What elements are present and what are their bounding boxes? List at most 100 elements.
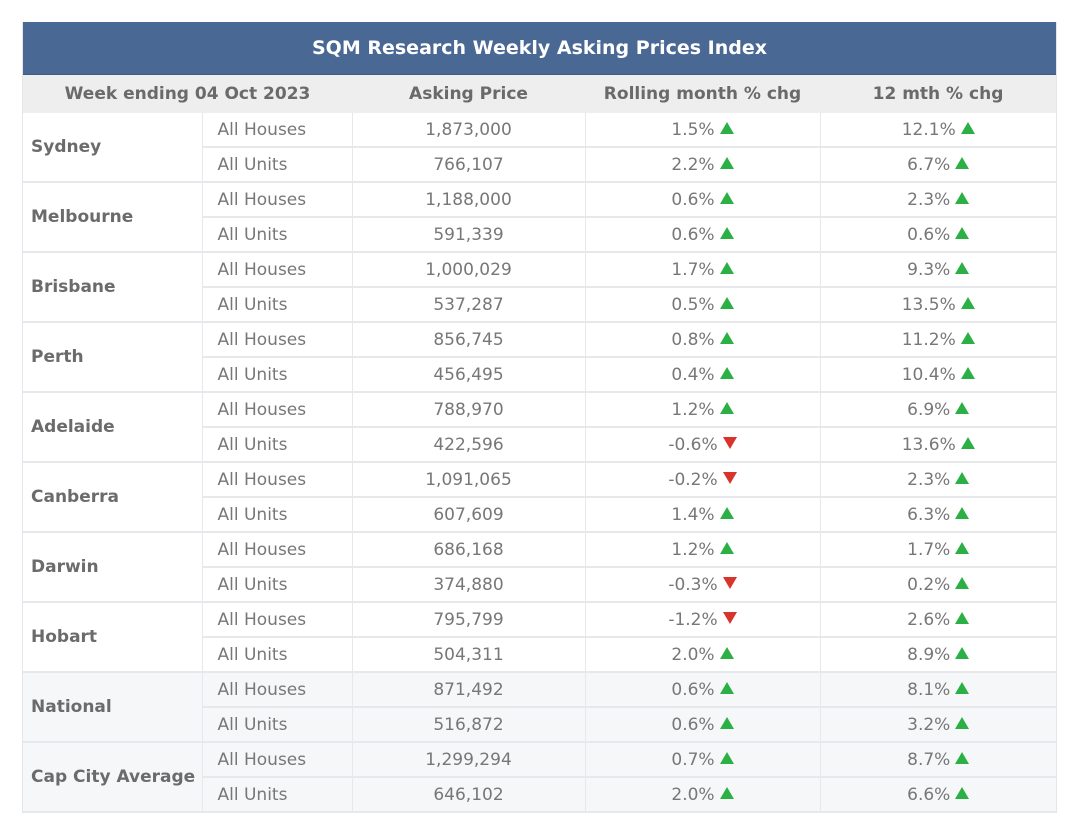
arrow-up-icon [955,611,970,624]
twelve-month-change-cell: 6.7% [820,147,1056,183]
twelve-month-change-cell: 8.1% [820,672,1056,708]
twelve-month-change-value: 10.4% [901,364,956,385]
rolling-month-change-value: 0.6% [671,189,715,210]
property-type: All Units [202,427,353,463]
rolling-month-change-value: 0.6% [671,679,715,700]
rolling-month-change-cell: 0.7% [585,742,821,778]
twelve-month-change-cell: 9.3% [820,252,1056,288]
twelve-month-change-cell: 2.3% [820,462,1056,498]
rolling-month-change-value: -0.3% [668,574,718,595]
rolling-month-change-cell: -0.2% [585,462,821,498]
property-type: All Houses [202,602,353,638]
arrow-up-icon [719,156,734,169]
rolling-month-change-cell: 0.6% [585,217,821,253]
asking-price-cell: 591,339 [352,217,586,253]
twelve-month-change-cell: 11.2% [820,322,1056,358]
property-type: All Houses [202,182,353,218]
city-name: Brisbane [23,252,203,323]
rolling-month-change-cell: 1.7% [585,252,821,288]
arrow-down-icon [722,436,737,449]
property-type: All Houses [202,113,353,148]
arrow-up-icon [955,576,970,589]
asking-price-cell: 516,872 [352,707,586,743]
arrow-up-icon [719,261,734,274]
city-name: Canberra [23,462,203,533]
twelve-month-change-value: 6.3% [907,504,951,525]
asking-price-cell: 1,188,000 [352,182,586,218]
table-body: Sydney All Houses 1,873,000 1.5% 12.1% All Un… [23,113,1056,813]
twelve-month-change-value: 8.1% [907,679,951,700]
header-week-ending: Week ending 04 Oct 2023 [23,75,352,113]
rolling-month-change-value: 0.5% [671,294,715,315]
rolling-month-change-value: 1.4% [671,504,715,525]
asking-price-cell: 856,745 [352,322,586,358]
arrow-up-icon [719,191,734,204]
twelve-month-change-cell: 10.4% [820,357,1056,393]
rolling-month-change-cell: 0.5% [585,287,821,323]
rolling-month-change-cell: 2.0% [585,637,821,673]
twelve-month-change-value: 13.6% [901,434,956,455]
table-row: All Units 374,880 -0.3% 0.2% [23,567,1056,603]
city-name: Sydney [23,113,203,183]
table-row: All Units 456,495 0.4% 10.4% [23,357,1056,393]
arrow-up-icon [719,506,734,519]
city-name: Darwin [23,532,203,603]
rolling-month-change-value: 1.2% [671,399,715,420]
rolling-month-change-value: 1.7% [671,259,715,280]
property-type: All Houses [202,672,353,708]
rolling-month-change-value: 2.2% [671,154,715,175]
property-type: All Units [202,567,353,603]
rolling-month-change-value: 0.4% [671,364,715,385]
rolling-month-change-value: -0.2% [668,469,718,490]
table-row: All Units 766,107 2.2% 6.7% [23,147,1056,183]
property-type: All Units [202,497,353,533]
rolling-month-change-cell: 1.2% [585,532,821,568]
asking-prices-table: Week ending 04 Oct 2023 Asking Price Rol… [23,75,1056,813]
twelve-month-change-cell: 0.6% [820,217,1056,253]
arrow-up-icon [955,506,970,519]
twelve-month-change-cell: 8.9% [820,637,1056,673]
twelve-month-change-value: 3.2% [907,714,951,735]
twelve-month-change-cell: 13.5% [820,287,1056,323]
arrow-down-icon [722,576,737,589]
property-type: All Houses [202,252,353,288]
rolling-month-change-cell: 2.2% [585,147,821,183]
rolling-month-change-cell: 1.2% [585,392,821,428]
city-name: Perth [23,322,203,393]
asking-price-cell: 766,107 [352,147,586,183]
arrow-up-icon [955,716,970,729]
property-type: All Houses [202,532,353,568]
rolling-month-change-value: 2.0% [671,644,715,665]
twelve-month-change-value: 0.6% [907,224,951,245]
arrow-up-icon [955,541,970,554]
rolling-month-change-value: -1.2% [668,609,718,630]
twelve-month-change-cell: 2.3% [820,182,1056,218]
rolling-month-change-cell: 0.4% [585,357,821,393]
property-type: All Units [202,357,353,393]
table-row: National All Houses 871,492 0.6% 8.1% [23,672,1056,743]
arrow-up-icon [719,121,734,134]
asking-price-cell: 537,287 [352,287,586,323]
rolling-month-change-cell: 0.6% [585,707,821,743]
arrow-up-icon [955,751,970,764]
arrow-up-icon [955,471,970,484]
asking-price-cell: 788,970 [352,392,586,428]
twelve-month-change-value: 1.7% [907,539,951,560]
asking-price-cell: 374,880 [352,567,586,603]
table-row: Melbourne All Houses 1,188,000 0.6% 2.3% [23,182,1056,253]
arrow-up-icon [955,261,970,274]
twelve-month-change-value: 9.3% [907,259,951,280]
table-row: Sydney All Houses 1,873,000 1.5% 12.1% [23,113,1056,183]
asking-price-cell: 1,091,065 [352,462,586,498]
table-row: Darwin All Houses 686,168 1.2% 1.7% [23,532,1056,603]
twelve-month-change-cell: 6.9% [820,392,1056,428]
header-12-month: 12 mth % chg [820,75,1056,113]
twelve-month-change-cell: 8.7% [820,742,1056,778]
rolling-month-change-value: 0.7% [671,749,715,770]
rolling-month-change-cell: 1.5% [585,113,821,148]
city-name: National [23,672,203,743]
arrow-down-icon [722,611,737,624]
arrow-up-icon [719,681,734,694]
table-row: Perth All Houses 856,745 0.8% 11.2% [23,322,1056,393]
arrow-up-icon [955,401,970,414]
